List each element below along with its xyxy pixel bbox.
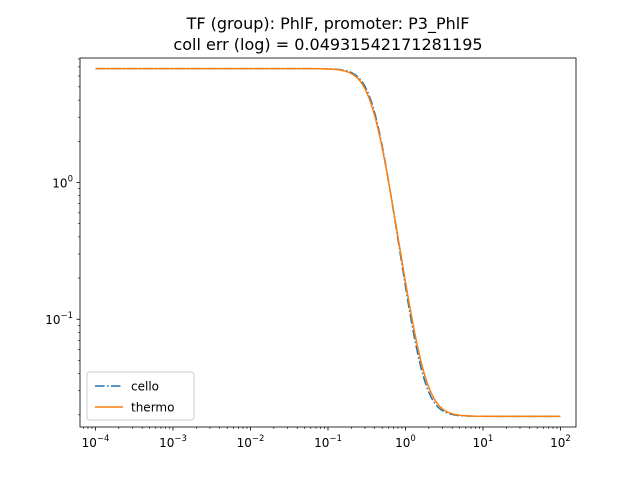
series-line-thermo (95, 67, 561, 418)
ticks: 10−4 10−3 10−2 10−1 100 101 102 10−1 100 (45, 58, 571, 450)
chart-subtitle: coll err (log) = 0.04931542171281195 (173, 35, 482, 54)
x-tick-label: 101 (473, 434, 494, 450)
x-tick-label: 10−3 (159, 434, 187, 450)
legend: cello thermo (86, 371, 195, 421)
chart-title: TF (group): PhlF, promoter: P3_PhlF (186, 14, 470, 34)
legend-label-thermo: thermo (131, 401, 174, 415)
x-tick-label: 10−4 (82, 434, 110, 450)
x-tick-label: 102 (550, 434, 571, 450)
legend-box (86, 371, 195, 421)
y-tick-label: 10−1 (45, 311, 73, 327)
x-tick-label: 10−2 (237, 434, 265, 450)
x-tick-label: 100 (395, 434, 416, 450)
x-tick-label: 10−1 (314, 434, 342, 450)
plot-area (95, 67, 561, 418)
y-tick-label: 100 (52, 174, 73, 190)
legend-label-cello: cello (131, 380, 159, 394)
